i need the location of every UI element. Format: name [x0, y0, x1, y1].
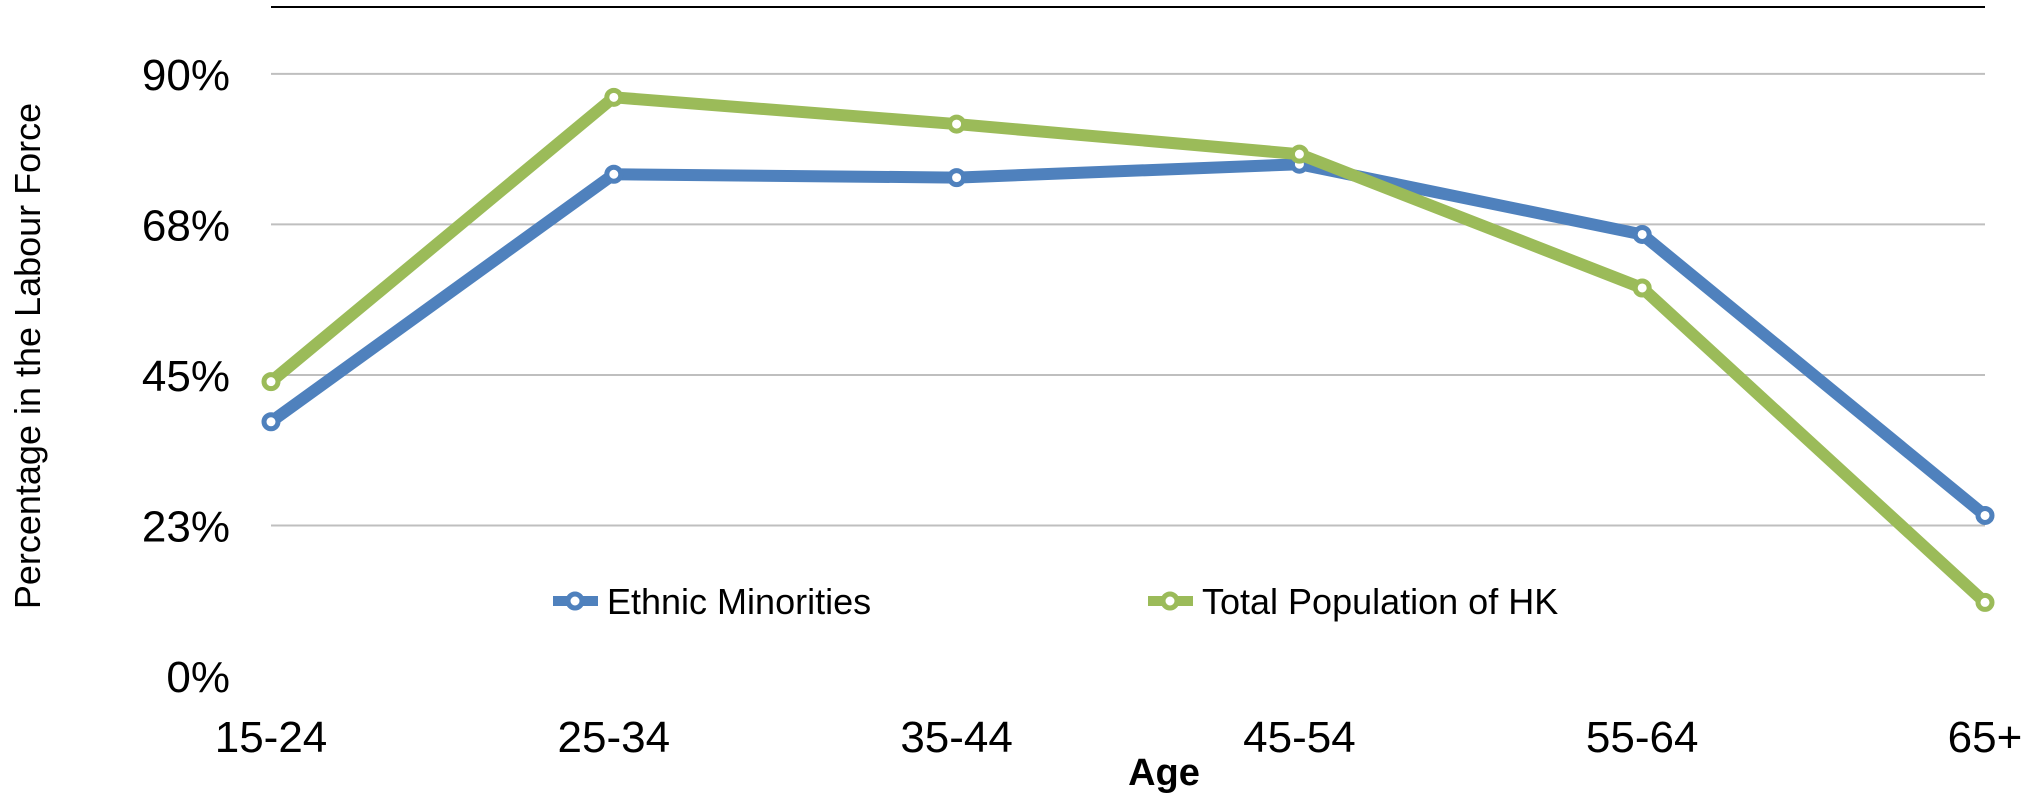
legend-marker-total-population	[1160, 591, 1180, 611]
data-point	[604, 164, 624, 184]
data-point	[1632, 278, 1652, 298]
x-tick-label: 55-64	[1586, 713, 1699, 762]
legend-label-total-population: Total Population of HK	[1202, 581, 1558, 622]
legend-item-ethnic-minorities: Ethnic Minorities	[553, 581, 871, 622]
y-tick-label: 0%	[166, 653, 230, 702]
data-point	[1632, 224, 1652, 244]
legend-label-ethnic-minorities: Ethnic Minorities	[607, 581, 871, 622]
x-tick-label: 45-54	[1243, 713, 1356, 762]
y-tick-label: 90%	[142, 51, 230, 100]
data-point	[261, 372, 281, 392]
y-tick-label: 23%	[142, 502, 230, 551]
x-axis-title: Age	[1128, 752, 1200, 794]
legend-marker-ethnic-minorities	[565, 591, 585, 611]
y-tick-label: 68%	[142, 201, 230, 250]
y-tick-label: 45%	[142, 352, 230, 401]
x-axis-tick-labels: 15-24 25-34 35-44 45-54 55-64 65+	[215, 713, 2023, 762]
series-line	[265, 158, 1991, 522]
data-point	[1975, 592, 1995, 612]
data-point	[947, 114, 967, 134]
x-tick-label: 35-44	[900, 713, 1013, 762]
data-series	[261, 87, 1995, 612]
series-ethnic-minorities	[261, 154, 1995, 525]
series-line	[265, 91, 1991, 609]
data-point	[604, 87, 624, 107]
legend: Ethnic Minorities Total Population of HK	[553, 581, 1558, 622]
data-point	[947, 168, 967, 188]
series-total-population	[261, 87, 1995, 612]
gridlines	[271, 72, 1985, 527]
legend-item-total-population: Total Population of HK	[1148, 581, 1558, 622]
data-point	[261, 412, 281, 432]
x-tick-label: 25-34	[558, 713, 671, 762]
y-axis-tick-labels: 0% 23% 45% 68% 90%	[142, 51, 230, 702]
data-point	[1975, 505, 1995, 525]
data-point	[1289, 144, 1309, 164]
x-tick-label: 65+	[1948, 713, 2023, 762]
x-tick-label: 15-24	[215, 713, 328, 762]
y-axis-title: Percentage in the Labour Force	[7, 103, 48, 609]
